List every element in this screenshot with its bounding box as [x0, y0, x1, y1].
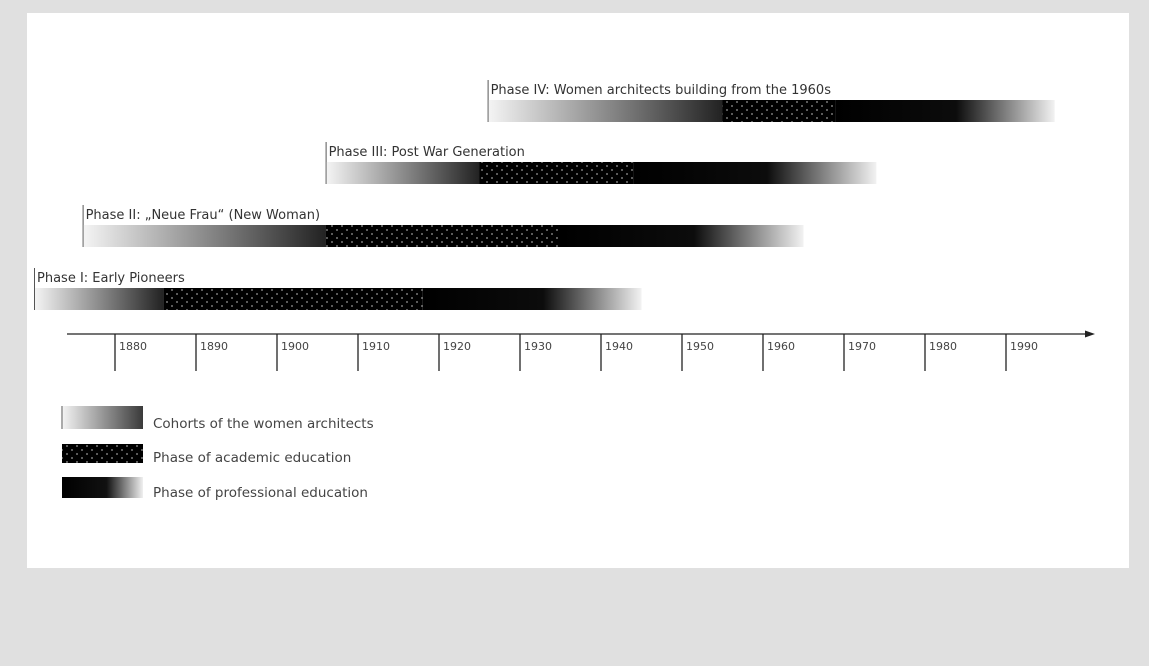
legend-swatch-academic — [62, 444, 143, 463]
phase-cohort-bar — [83, 225, 326, 247]
legend-swatch-cohort — [63, 406, 143, 429]
phase-academic-bar — [479, 162, 634, 184]
phase-label: Phase III: Post War Generation — [329, 145, 525, 160]
phase-academic-bar — [722, 100, 836, 122]
phase-cohort-bar — [326, 162, 480, 184]
phase-academic-bar — [325, 225, 561, 247]
phase-professional-bar — [633, 162, 877, 184]
legend-label-cohort: Cohorts of the women architects — [153, 416, 374, 432]
axis-tick-label: 1980 — [929, 340, 957, 353]
legend: Cohorts of the women architects Phase of… — [61, 406, 374, 501]
legend-swatch-professional — [62, 477, 143, 498]
axis-arrow — [1085, 330, 1095, 338]
phase-professional-bar — [422, 288, 642, 310]
phase-cohort-bar — [488, 100, 723, 122]
phase-professional-bar — [560, 225, 804, 247]
axis-tick-label: 1930 — [524, 340, 552, 353]
axis-tick-label: 1910 — [362, 340, 390, 353]
time-axis: 1880 1890 1900 1910 1920 1930 1940 1950 1960 1970… — [67, 330, 1095, 371]
phase-label: Phase IV: Women architects building from… — [491, 83, 832, 98]
phase-cohort-bar — [35, 288, 164, 310]
axis-tick-label: 1920 — [443, 340, 471, 353]
phase-bars: Phase I: Early Pioneers Phase II: „Neue F… — [34, 80, 1055, 310]
axis-tick-label: 1900 — [281, 340, 309, 353]
phase-label: Phase II: „Neue Frau“ (New Woman) — [86, 208, 320, 223]
axis-tick-label: 1890 — [200, 340, 228, 353]
legend-label-academic: Phase of academic education — [153, 450, 351, 466]
axis-tick-label: 1880 — [119, 340, 147, 353]
phase-professional-bar — [835, 100, 1055, 122]
axis-tick-label: 1990 — [1010, 340, 1038, 353]
axis-tick-label: 1970 — [848, 340, 876, 353]
phase-label: Phase I: Early Pioneers — [37, 271, 185, 286]
axis-tick-label: 1960 — [767, 340, 795, 353]
phase-academic-bar — [163, 288, 423, 310]
legend-label-professional: Phase of professional education — [153, 485, 368, 501]
axis-tick-label: 1950 — [686, 340, 714, 353]
axis-tick-label: 1940 — [605, 340, 633, 353]
